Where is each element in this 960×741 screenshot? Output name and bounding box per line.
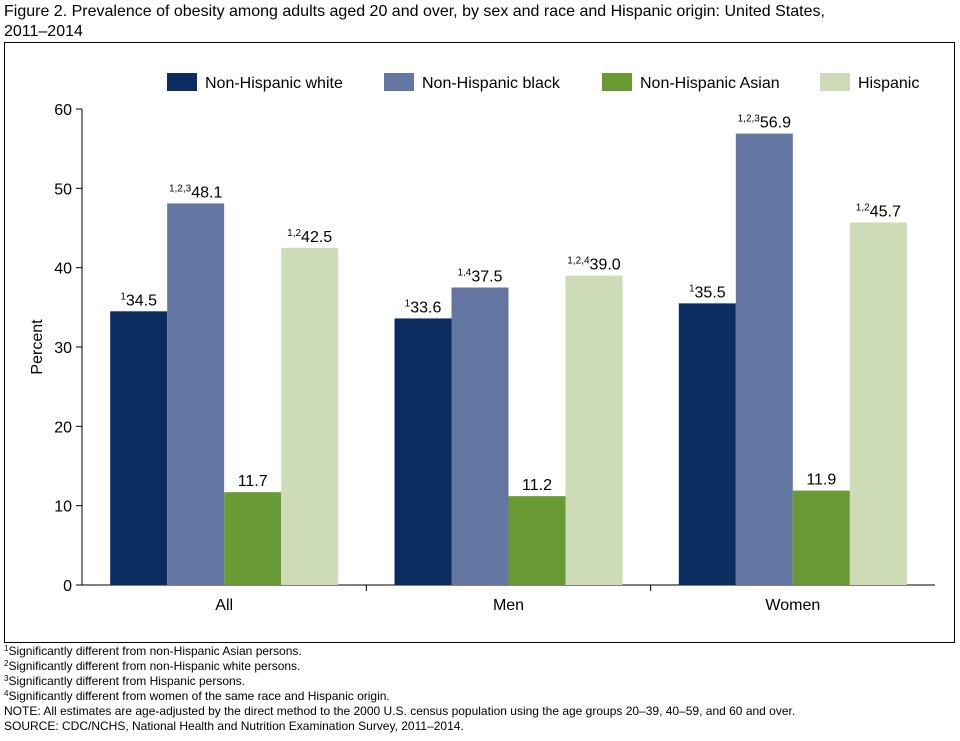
legend-label: Hispanic xyxy=(858,75,919,92)
data-label-value: 11.7 xyxy=(238,473,268,490)
chart-frame xyxy=(4,42,955,643)
footnote-mark: 4 xyxy=(4,689,9,698)
chart-title: Figure 2. Prevalence of obesity among ad… xyxy=(4,3,825,40)
bar xyxy=(792,490,850,585)
data-label-value: 34.5 xyxy=(126,292,157,309)
bar xyxy=(678,303,736,585)
footnote-mark: 3 xyxy=(4,674,9,683)
bar xyxy=(565,275,623,585)
legend-label: Non-Hispanic black xyxy=(422,75,561,92)
legend-swatch xyxy=(820,73,850,91)
bar xyxy=(394,318,452,585)
data-label-value: 11.2 xyxy=(522,477,552,494)
x-tick-label: Men xyxy=(493,597,524,614)
bar xyxy=(224,492,282,585)
data-label: 11.2 xyxy=(522,477,552,494)
bar xyxy=(451,287,509,585)
footnote-text: Significantly different from non-Hispani… xyxy=(8,659,300,673)
footnote: 4Significantly different from women of t… xyxy=(4,689,390,703)
bar xyxy=(849,222,907,586)
bar xyxy=(281,247,339,586)
footnote-mark: 2 xyxy=(4,659,9,668)
data-label-value: 33.6 xyxy=(410,299,441,316)
data-label: 1,245.7 xyxy=(856,202,901,220)
y-axis-label: Percent xyxy=(29,319,46,375)
data-label: 11.7 xyxy=(238,473,268,490)
bar xyxy=(167,203,225,585)
source: SOURCE: CDC/NCHS, National Health and Nu… xyxy=(4,719,464,733)
data-label-value: 11.9 xyxy=(806,472,836,489)
data-label-note: 1,2,4 xyxy=(567,256,590,267)
legend-label: Non-Hispanic Asian xyxy=(640,75,780,92)
data-label: 1,2,439.0 xyxy=(567,256,620,274)
data-label-note: 1,2,3 xyxy=(738,114,761,125)
note: NOTE: All estimates are age-adjusted by … xyxy=(4,704,795,718)
y-tick-label: 30 xyxy=(54,340,72,357)
data-label-note: 1,2,3 xyxy=(169,183,192,194)
data-label-value: 45.7 xyxy=(870,203,901,220)
data-label-value: 35.5 xyxy=(695,284,726,301)
bar xyxy=(508,496,566,585)
footnote: 2Significantly different from non-Hispan… xyxy=(4,659,300,673)
data-label-value: 48.1 xyxy=(191,184,222,201)
data-label: 1,2,348.1 xyxy=(169,183,222,201)
title-line: 2011–2014 xyxy=(4,23,83,40)
data-label-note: 1 xyxy=(120,291,126,302)
bar xyxy=(110,311,168,585)
data-label: 1,2,356.9 xyxy=(738,114,791,132)
footnote: 3Significantly different from Hispanic p… xyxy=(4,674,245,688)
x-tick-label: Women xyxy=(765,597,820,614)
y-tick-label: 60 xyxy=(54,102,72,119)
data-label-note: 1,2 xyxy=(856,202,870,213)
y-tick-label: 10 xyxy=(54,499,72,516)
data-label-note: 1 xyxy=(405,298,411,309)
data-label-value: 42.5 xyxy=(301,229,332,246)
title-line: Figure 2. Prevalence of obesity among ad… xyxy=(4,3,825,20)
data-label: 1,437.5 xyxy=(457,268,502,286)
bar xyxy=(735,133,793,586)
data-label-value: 56.9 xyxy=(760,115,791,132)
footnote-text: Significantly different from Hispanic pe… xyxy=(8,674,245,688)
x-tick-label: All xyxy=(215,597,233,614)
data-label-value: 37.5 xyxy=(471,269,502,286)
footnote-mark: 1 xyxy=(4,644,9,653)
data-label: 11.9 xyxy=(806,472,836,489)
y-tick-label: 40 xyxy=(54,261,72,278)
legend-swatch xyxy=(384,73,414,91)
footnote-text: Significantly different from women of th… xyxy=(8,689,389,703)
data-label: 1,242.5 xyxy=(287,228,332,246)
data-label-note: 1,2 xyxy=(287,228,301,239)
y-tick-label: 50 xyxy=(54,181,72,198)
footnote-text: Significantly different from non-Hispani… xyxy=(8,644,301,658)
y-tick-label: 0 xyxy=(63,578,72,595)
legend-swatch xyxy=(167,73,197,91)
footnote: 1Significantly different from non-Hispan… xyxy=(4,644,302,658)
legend-label: Non-Hispanic white xyxy=(205,75,343,92)
data-label-value: 39.0 xyxy=(590,257,621,274)
data-label-note: 1,4 xyxy=(457,268,471,279)
data-label: 134.5 xyxy=(120,291,157,309)
data-label: 135.5 xyxy=(689,283,726,301)
data-label-note: 1 xyxy=(689,283,695,294)
data-label: 133.6 xyxy=(405,298,442,316)
legend-swatch xyxy=(602,73,632,91)
y-tick-label: 20 xyxy=(54,419,72,436)
